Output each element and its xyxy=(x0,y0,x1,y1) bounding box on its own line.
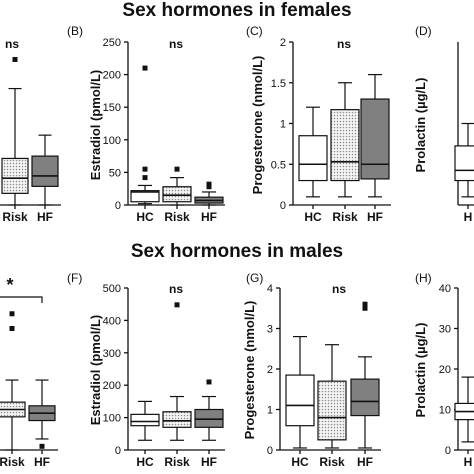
y-tick-label: 30 xyxy=(439,324,451,336)
outlier-point xyxy=(142,65,148,71)
panel-label: (C) xyxy=(246,24,263,38)
y-axis-label: Estradiol (pmol/L) xyxy=(88,315,103,426)
panel-label: (B) xyxy=(67,24,83,38)
y-tick-label: 2 xyxy=(280,37,286,49)
y-tick-label: 300 xyxy=(103,348,121,360)
y-tick-label: 150 xyxy=(103,102,121,114)
x-tick-label: Risk xyxy=(2,210,28,224)
x-tick-label: Risk xyxy=(164,455,190,469)
x-tick-label: H xyxy=(464,455,473,469)
panel-label: (H) xyxy=(415,271,432,285)
y-tick-label: 20 xyxy=(439,364,451,376)
box-hc xyxy=(130,190,160,203)
outlier-point xyxy=(142,175,148,181)
box-risk xyxy=(162,411,192,428)
x-tick-label: Risk xyxy=(332,210,358,224)
y-tick-label: 0 xyxy=(280,200,286,212)
y-tick-label: 200 xyxy=(103,70,121,82)
y-tick-label: 100 xyxy=(103,135,121,147)
outlier-point xyxy=(174,302,180,308)
outlier-point xyxy=(142,166,148,172)
significance-label: ns xyxy=(5,37,19,51)
outlier-point xyxy=(206,184,212,190)
x-tick-label: Risk xyxy=(164,210,190,224)
x-tick-label: HF xyxy=(201,455,217,469)
x-tick-label: HF xyxy=(367,210,383,224)
y-tick-label: 0 xyxy=(445,445,451,457)
y-tick-label: 250 xyxy=(103,37,121,49)
x-tick-label: Risk xyxy=(319,455,345,469)
significance-label: ns xyxy=(337,37,351,51)
y-tick-label: 2 xyxy=(267,364,273,376)
y-tick-label: 10 xyxy=(439,405,451,417)
box-hf xyxy=(360,98,390,180)
y-tick-label: 0 xyxy=(115,445,121,457)
x-tick-label: HC xyxy=(304,210,322,224)
significance-label: ns xyxy=(169,37,183,51)
box-hf xyxy=(31,155,59,187)
x-tick-label: HC xyxy=(291,455,309,469)
box-hf xyxy=(194,408,224,428)
y-tick-label: 40 xyxy=(439,283,451,295)
x-tick-label: H xyxy=(464,210,473,224)
outlier-point xyxy=(12,56,18,62)
outlier-point xyxy=(362,305,368,311)
x-tick-label: HF xyxy=(201,210,217,224)
y-axis-label: Prolactin (µg/L) xyxy=(413,323,428,418)
x-tick-label: Risk xyxy=(0,455,25,469)
title-males: Sex hormones in males xyxy=(130,241,344,262)
panel-label: (F) xyxy=(67,271,82,285)
outlier-point xyxy=(9,311,15,317)
y-tick-label: 100 xyxy=(103,413,121,425)
y-tick-label: 1.5 xyxy=(271,78,286,90)
box-risk xyxy=(162,186,192,203)
box-h xyxy=(454,145,474,182)
box-hc xyxy=(130,413,160,427)
x-tick-label: HF xyxy=(37,210,53,224)
y-tick-label: 200 xyxy=(103,380,121,392)
panel-label: (G) xyxy=(246,271,263,285)
y-tick-label: 0 xyxy=(267,445,273,457)
y-tick-label: 3 xyxy=(267,324,273,336)
significance-label: ns xyxy=(169,282,183,296)
box-hc xyxy=(285,374,315,427)
outlier-point xyxy=(362,301,368,307)
y-axis-label: Progesterone (nmol/L) xyxy=(250,56,265,195)
x-tick-label: HC xyxy=(136,455,154,469)
outlier-point xyxy=(9,326,15,331)
box-hf xyxy=(350,378,380,417)
box-hc xyxy=(298,135,328,182)
y-tick-label: 400 xyxy=(103,315,121,327)
x-tick-label: HC xyxy=(136,210,154,224)
outlier-point xyxy=(39,443,45,449)
significance-bracket xyxy=(0,296,43,303)
y-tick-label: 1 xyxy=(280,119,286,131)
y-axis-label: Prolactin (µg/L) xyxy=(413,78,428,173)
y-axis-label: Progesterone (nmol/L) xyxy=(242,301,257,440)
x-tick-label: HF xyxy=(34,455,50,469)
y-tick-label: 50 xyxy=(109,167,121,179)
title-females: Sex hormones in females xyxy=(122,0,352,21)
outlier-point xyxy=(174,166,180,172)
box-risk xyxy=(330,109,360,182)
outlier-point xyxy=(206,181,212,187)
box-risk xyxy=(1,157,29,194)
y-axis-label: Estradiol (pmol/L) xyxy=(88,70,103,181)
panel-label: (D) xyxy=(415,24,432,38)
significance-label: * xyxy=(6,275,13,295)
x-tick-label: HF xyxy=(357,455,373,469)
y-tick-label: 0 xyxy=(115,200,121,212)
y-tick-label: 4 xyxy=(267,283,273,295)
significance-label: ns xyxy=(332,282,346,296)
box-risk xyxy=(317,380,347,441)
y-tick-label: 0.5 xyxy=(271,159,286,171)
y-tick-label: 500 xyxy=(103,283,121,295)
y-tick-label: 1 xyxy=(267,405,273,417)
outlier-point xyxy=(206,379,212,385)
